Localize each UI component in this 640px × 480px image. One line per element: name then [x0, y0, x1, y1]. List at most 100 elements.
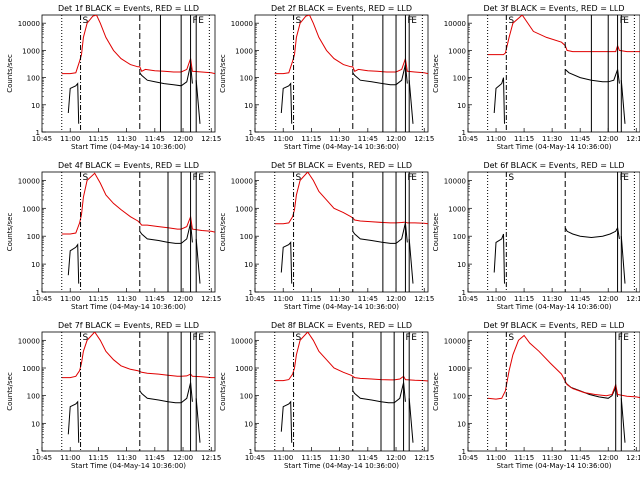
x-tick-label: 11:00 [60, 135, 80, 143]
x-tick-label: 11:30 [542, 135, 562, 143]
panel-det-5: Det 5f BLACK = Events, RED = LLD 1 10 100 10… [219, 161, 434, 311]
x-tick-label: 11:15 [88, 295, 108, 303]
marker-label: S [296, 173, 302, 183]
series-events-line [280, 82, 293, 124]
y-tick-label: 100 [240, 233, 253, 241]
x-tick-label: 11:15 [88, 454, 108, 462]
marker-label: E [411, 16, 417, 26]
y-tick-label: 1 [36, 448, 40, 456]
x-tick-label: 11:00 [486, 295, 506, 303]
y-tick-label: 100 [240, 75, 253, 83]
marker-label: S [83, 333, 89, 343]
marker-label: S [508, 333, 514, 343]
x-tick-label: 11:45 [570, 454, 590, 462]
marker-label: E [411, 333, 417, 343]
x-tick-label: 12:00 [598, 454, 618, 462]
x-axis-label: Start Time (04-May-14 10:36:00) [71, 303, 186, 311]
x-tick-label: 12:00 [173, 135, 193, 143]
x-tick-label: 12:15 [201, 295, 221, 303]
series-events-line [352, 382, 406, 404]
x-tick-label: 11:45 [145, 454, 165, 462]
series-events-line [620, 80, 626, 124]
panel-title: Det 9f BLACK = Events, RED = LLD [483, 321, 624, 330]
series-events-line [67, 243, 80, 284]
x-tick-label: 11:45 [570, 135, 590, 143]
x-tick-label: 12:15 [414, 454, 434, 462]
y-tick-label: 10000 [444, 337, 466, 345]
series-events-line [564, 226, 620, 239]
y-tick-label: 1000 [448, 205, 466, 213]
y-tick-label: 1000 [22, 47, 40, 55]
x-tick-label: 11:00 [273, 295, 293, 303]
y-tick-label: 1 [249, 448, 253, 456]
marker-label: S [83, 173, 89, 183]
panel-title: Det 6f BLACK = Events, RED = LLD [483, 161, 624, 170]
plot-frame [254, 331, 429, 452]
marker-label: F [193, 333, 198, 343]
x-tick-label: 10:45 [245, 454, 265, 462]
x-tick-label: 12:15 [414, 295, 434, 303]
series-lld-line [61, 332, 215, 379]
x-axis-label: Start Time (04-May-14 10:36:00) [496, 303, 611, 311]
y-tick-label: 10 [31, 420, 40, 428]
x-tick-label: 11:00 [486, 454, 506, 462]
y-tick-label: 1 [462, 448, 466, 456]
y-tick-label: 1000 [448, 47, 466, 55]
x-tick-label: 11:00 [273, 454, 293, 462]
series-events-line [564, 382, 619, 399]
y-tick-label: 1000 [235, 47, 253, 55]
y-tick-label: 10000 [18, 337, 40, 345]
series-events-line [564, 69, 620, 84]
marker-label: F [407, 173, 412, 183]
y-axis-label: Counts/sec [432, 213, 440, 252]
x-tick-label: 11:00 [60, 454, 80, 462]
x-tick-label: 11:45 [570, 295, 590, 303]
series-events-line [195, 238, 201, 284]
y-tick-label: 100 [240, 393, 253, 401]
series-events-line [139, 64, 193, 87]
x-tick-label: 11:00 [60, 295, 80, 303]
marker-label: E [623, 333, 629, 343]
panel-title: Det 1f BLACK = Events, RED = LLD [58, 4, 199, 13]
y-tick-label: 1 [462, 129, 466, 137]
x-tick-label: 11:30 [117, 135, 137, 143]
x-tick-label: 11:15 [301, 454, 321, 462]
y-tick-label: 1 [36, 129, 40, 137]
y-axis-label: Counts/sec [6, 213, 14, 252]
x-tick-label: 10:45 [32, 454, 52, 462]
x-tick-label: 11:15 [301, 295, 321, 303]
x-axis-label: Start Time (04-May-14 10:36:00) [71, 462, 186, 470]
y-tick-label: 1000 [22, 205, 40, 213]
y-axis-label: Counts/sec [219, 54, 227, 93]
x-tick-label: 12:15 [201, 135, 221, 143]
series-lld-line [274, 332, 428, 382]
series-events-line [620, 236, 626, 284]
y-tick-label: 1000 [235, 205, 253, 213]
x-tick-label: 11:30 [117, 454, 137, 462]
plot-area: S FE [274, 172, 428, 292]
x-tick-label: 12:00 [598, 295, 618, 303]
x-tick-label: 11:15 [514, 454, 534, 462]
plot-frame [254, 171, 429, 293]
y-tick-label: 1 [249, 289, 253, 297]
y-tick-label: 10 [244, 102, 253, 110]
x-tick-label: 11:15 [88, 135, 108, 143]
series-events-line [139, 222, 193, 244]
panel-det-8: Det 8f BLACK = Events, RED = LLD 1 10 100 10… [219, 321, 434, 470]
x-tick-label: 12:00 [386, 135, 406, 143]
panel-title: Det 5f BLACK = Events, RED = LLD [271, 161, 412, 170]
marker-label: S [296, 333, 302, 343]
marker-label: F [620, 173, 625, 183]
marker-label: F [407, 16, 412, 26]
plot-area: S FE [487, 172, 635, 292]
x-tick-label: 11:30 [330, 454, 350, 462]
y-tick-label: 100 [453, 233, 466, 241]
x-tick-label: 11:45 [145, 295, 165, 303]
series-events-line [352, 64, 408, 86]
x-tick-label: 11:15 [514, 295, 534, 303]
panel-det-4: Det 4f BLACK = Events, RED = LLD 1 10 100 10… [6, 161, 221, 311]
series-events-line [408, 398, 414, 443]
x-tick-label: 11:30 [542, 454, 562, 462]
panel-det-3: Det 3f BLACK = Events, RED = LLD 1 10 100 10… [432, 4, 640, 151]
